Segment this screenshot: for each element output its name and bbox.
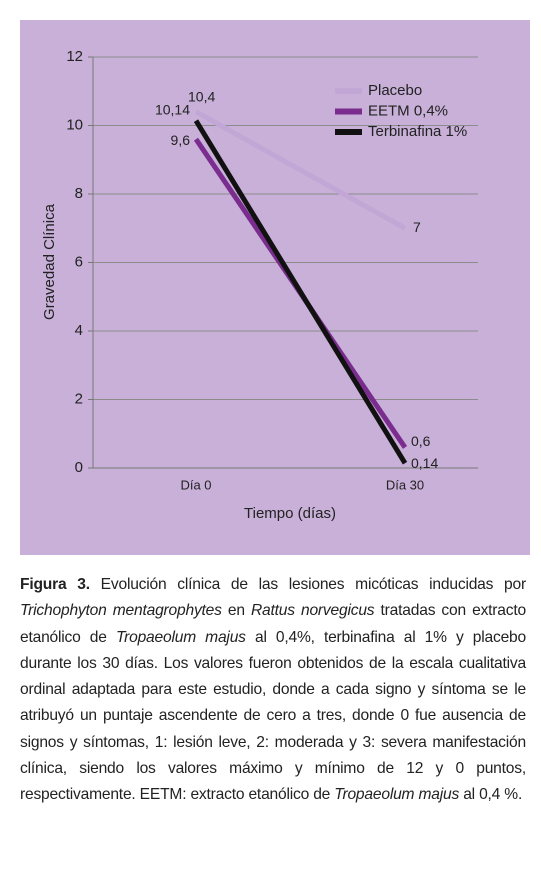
caption-text: Evolución clínica de las lesiones micóti… xyxy=(100,576,527,593)
caption-species: Rattus norvegicus xyxy=(250,602,375,620)
chart: Tiempo (días) Gravedad Clínica 0 2 4 6 8 10 12… xyxy=(20,20,530,555)
y-axis-label: Gravedad Clínica xyxy=(41,203,58,320)
series-line xyxy=(194,109,407,231)
caption-text: al 0,4%, terbinafina al 1% y placebo dur… xyxy=(20,628,526,804)
data-label: 10,4 xyxy=(188,89,215,105)
caption-species: Tropaeolum majus xyxy=(115,628,246,646)
series-line xyxy=(193,119,408,465)
caption: Figura 3. Evolución clínica de las lesio… xyxy=(20,572,526,809)
caption-text: tratadas con extracto etanólico de xyxy=(20,602,526,646)
legend-label: EETM 0,4% xyxy=(368,102,448,119)
y-tick-label: 2 xyxy=(75,390,83,407)
data-label: 0,6 xyxy=(411,433,431,449)
y-tick-label: 6 xyxy=(75,253,83,270)
data-label: 7 xyxy=(413,219,421,235)
caption-species: Tropaeolum majus xyxy=(334,786,460,804)
caption-label: Figura 3. xyxy=(20,576,90,593)
data-label: 10,14 xyxy=(155,101,190,117)
y-tick-label: 8 xyxy=(75,185,83,202)
data-label: 0,14 xyxy=(411,455,438,471)
x-tick-label: Día 0 xyxy=(180,477,211,492)
caption-text: en xyxy=(221,602,251,620)
y-tick-label: 4 xyxy=(75,322,83,339)
caption-species: Trichophyton mentagrophytes xyxy=(20,602,222,620)
legend-label: Placebo xyxy=(368,82,422,99)
y-tick-label: 10 xyxy=(66,116,83,133)
caption-text: al 0,4 %. xyxy=(459,786,523,804)
legend-label: Terbinafina 1% xyxy=(368,123,467,140)
x-axis-label: Tiempo (días) xyxy=(244,505,336,522)
data-label: 9,6 xyxy=(171,132,191,148)
y-tick-label: 0 xyxy=(75,459,83,476)
x-tick-label: Día 30 xyxy=(386,477,424,492)
y-tick-label: 12 xyxy=(66,48,83,65)
